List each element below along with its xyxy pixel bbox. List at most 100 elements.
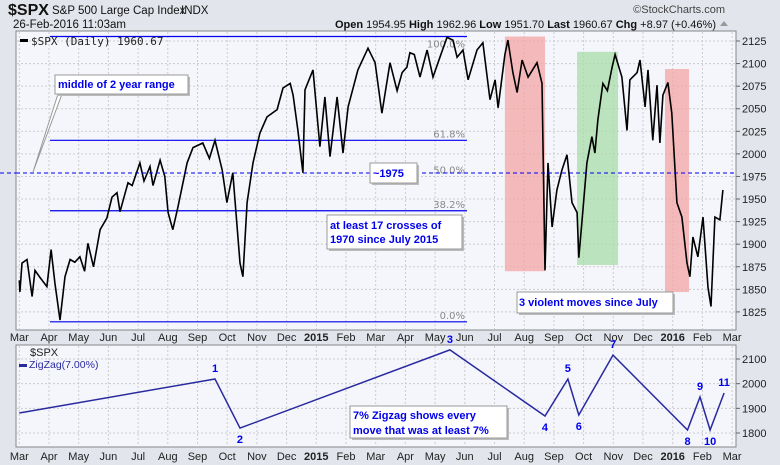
x-tick-label: Dec [277, 451, 297, 463]
y-tick-label: 2025 [742, 126, 766, 138]
symbol: $SPX [8, 2, 49, 19]
price-line [18, 36, 724, 321]
y-tick-label: 1825 [742, 307, 766, 319]
y-tick-label: 2050 [742, 104, 766, 116]
high-value: 1962.96 [436, 19, 476, 31]
y-tick-label: 2000 [742, 149, 766, 161]
x-tick-label: Jul [487, 451, 501, 463]
zigzag-point-label: 4 [542, 422, 549, 434]
x-tick-label: Jun [456, 451, 474, 463]
x-tick-label: Dec [633, 451, 653, 463]
x-tick-label: Apr [40, 332, 57, 344]
x-tick-label: Apr [40, 451, 57, 463]
y-tick-label: 1975 [742, 171, 766, 183]
x-tick-label: Mar [366, 332, 385, 344]
x-tick-label: Sep [544, 451, 564, 463]
y-tick-label: 1800 [742, 428, 766, 440]
annotation-zigzag: 7% Zigzag shows every move that was at l… [349, 405, 509, 440]
low-label: Low [479, 19, 501, 31]
fib-label: 100.0% [427, 39, 465, 50]
y-tick-label: 1925 [742, 217, 766, 229]
last-label: Last [547, 19, 570, 31]
y-tick-label: 1900 [742, 239, 766, 251]
zigzag-point-label: 3 [447, 334, 453, 346]
x-tick-label: Jul [487, 332, 501, 344]
y-tick-label: 1900 [742, 403, 766, 415]
index-name: S&P 500 Large Cap Index [52, 5, 186, 17]
x-tick-label: Aug [514, 451, 534, 463]
svg-text:~1975: ~1975 [373, 168, 404, 180]
zigzag-grid [17, 346, 735, 446]
open-label: Open [335, 19, 363, 31]
last-value: 1960.67 [573, 19, 613, 31]
zigzag-point-label: 9 [697, 381, 703, 393]
x-tick-label: 2016 [660, 451, 684, 463]
y-tick-label: 2125 [742, 36, 766, 48]
x-tick-label: Sep [188, 451, 208, 463]
x-tick-label: Jul [131, 451, 145, 463]
svg-text:middle of 2 year range: middle of 2 year range [58, 79, 175, 91]
x-tick-label: Dec [277, 332, 297, 344]
shaded-zones [504, 36, 690, 293]
x-tick-label: Oct [219, 332, 236, 344]
high-label: High [409, 19, 434, 31]
x-tick-label: Oct [575, 451, 592, 463]
x-tick-label: Jul [131, 332, 145, 344]
annotation-crosses: at least 17 crosses of 1970 since July 2… [326, 214, 464, 251]
x-tick-label: 2016 [660, 332, 684, 344]
x-tick-label: 2015 [304, 451, 328, 463]
x-tick-label: Nov [604, 451, 624, 463]
collapse-arrow-icon[interactable] [720, 21, 728, 26]
x-tick-label: Aug [514, 332, 534, 344]
y-tick-label: 2100 [742, 59, 766, 71]
y-tick-label: 2100 [742, 354, 766, 366]
zigzag-point-labels: 1 2 3 4 5 6 7 8 9 10 11 [212, 334, 730, 448]
x-tick-label: Jun [456, 332, 474, 344]
fib-label: 61.8% [433, 129, 465, 140]
x-tick-label: Mar [723, 451, 742, 463]
price-y-axis: 1825 1850 1875 1900 1925 1950 1975 2000 2025 2050… [736, 36, 766, 319]
zigzag-point-label: 5 [565, 363, 571, 375]
x-tick-label: Mar [366, 451, 385, 463]
price-legend: $SPX (Daily) 1960.67 [31, 35, 163, 48]
green-zone [577, 51, 619, 265]
open-value: 1954.95 [366, 19, 406, 31]
svg-text:7% Zigzag shows every: 7% Zigzag shows every [353, 410, 477, 422]
date: 26-Feb-2016 11:03am [13, 19, 126, 31]
x-tick-label: Mar [10, 451, 29, 463]
red-zone [504, 36, 545, 272]
x-tick-label: May [425, 332, 446, 344]
chg-label: Chg [616, 19, 637, 31]
zigzag-point-label: 7 [610, 339, 616, 351]
x-tick-label: May [68, 451, 89, 463]
zigzag-y-axis: 1800 1900 2000 2100 [736, 354, 766, 440]
zigzag-point-label: 11 [718, 377, 730, 389]
y-tick-label: 1850 [742, 284, 766, 296]
x-tick-label: Sep [544, 332, 564, 344]
x-tick-label: May [68, 332, 89, 344]
x-tick-label: Sep [188, 332, 208, 344]
svg-text:at least 17 crosses of: at least 17 crosses of [330, 220, 442, 232]
zigzag-point-label: 10 [704, 436, 716, 448]
y-tick-label: 2000 [742, 379, 766, 391]
low-value: 1951.70 [504, 19, 544, 31]
zigzag-legend: ZigZag(7.00%) [29, 359, 98, 371]
annotation-middle: middle of 2 year range [32, 74, 190, 173]
quote-line: Open 1954.95 High 1962.96 Low 1951.70 La… [335, 19, 716, 31]
zigzag-point-label: 1 [212, 363, 218, 375]
annotation-level: ~1975 [369, 162, 419, 185]
x-tick-label: Jun [100, 451, 118, 463]
y-tick-label: 1950 [742, 194, 766, 206]
y-tick-label: 1875 [742, 262, 766, 274]
copyright: ©StockCharts.com [633, 4, 725, 16]
price-x-axis: Mar Apr May Jun Jul Aug Sep Oct Nov Dec 2015 Feb Mar… [10, 332, 742, 344]
x-tick-label: May [425, 451, 446, 463]
fib-label: 38.2% [433, 200, 465, 211]
x-tick-label: Feb [693, 332, 712, 344]
y-tick-label: 2075 [742, 81, 766, 93]
zigzag-line [19, 349, 725, 433]
x-tick-label: Mar [10, 332, 29, 344]
exchange: INDX [181, 5, 209, 17]
